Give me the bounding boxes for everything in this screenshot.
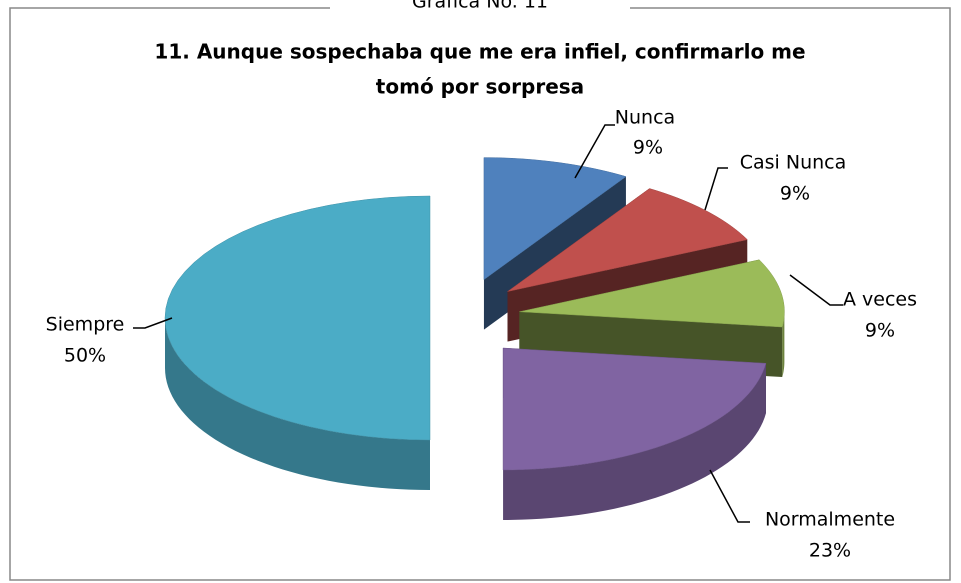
value-label: 9% (633, 137, 663, 159)
leader-line (704, 167, 728, 211)
slice (164, 195, 431, 441)
value-label: 23% (809, 540, 851, 562)
value-label: 9% (780, 183, 810, 205)
chart-frame (9, 7, 951, 581)
category-label: Siempre (46, 314, 125, 336)
leader-line (133, 317, 173, 329)
category-label: A veces (843, 289, 917, 311)
heading-bg (330, 0, 630, 14)
slice (502, 347, 767, 521)
slice (164, 195, 431, 490)
value-label: 9% (865, 320, 895, 342)
category-label: Casi Nunca (740, 152, 847, 174)
chart-title: 11. Aunque sospechaba que me era infiel,… (154, 40, 805, 64)
category-label: Nunca (615, 107, 675, 129)
slice-side (782, 311, 785, 378)
leader-line (709, 469, 750, 523)
slice (519, 259, 785, 328)
slice (507, 188, 748, 292)
value-label: 50% (64, 345, 106, 367)
slice-side (503, 363, 766, 521)
slice (502, 347, 767, 471)
leader-line (574, 124, 615, 179)
leader-line (789, 274, 843, 306)
heading: Gráfica No. 11 (412, 0, 548, 13)
chart-title: tomó por sorpresa (376, 75, 584, 99)
slice-side (165, 318, 430, 490)
category-label: Normalmente (765, 509, 895, 531)
slice (483, 157, 627, 281)
